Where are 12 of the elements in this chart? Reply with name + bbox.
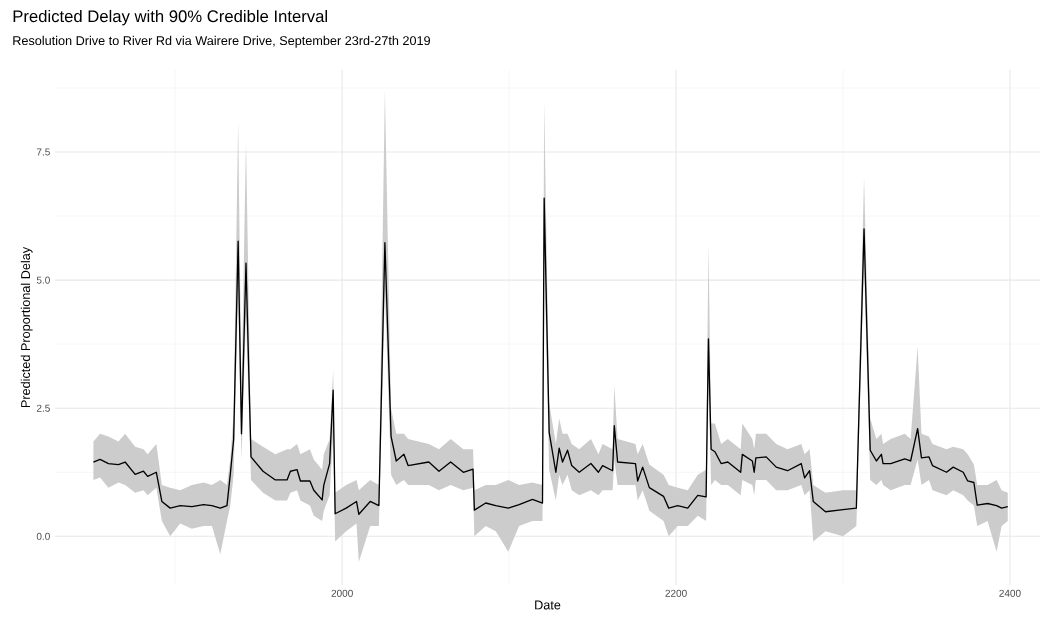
y-tick-label: 7.5: [36, 148, 50, 156]
line-series: [92, 197, 1009, 515]
x-tick-label: 2400: [999, 589, 1021, 597]
x-tick-label: 2000: [331, 589, 353, 597]
chart-subtitle: Resolution Drive to River Rd via Wairere Drive, September 23rd-27th 2019: [13, 35, 431, 48]
y-tick-label: 0.0: [36, 532, 50, 540]
chart-title: Predicted Delay with 90% Credible Interval: [13, 9, 327, 26]
x-axis-title: Date: [535, 600, 561, 610]
x-tick-label: 2200: [665, 589, 687, 597]
y-tick-label: 5.0: [36, 276, 50, 284]
y-tick-label: 2.5: [36, 404, 50, 412]
y-axis-title: Predicted Proportional Delay: [20, 246, 33, 408]
